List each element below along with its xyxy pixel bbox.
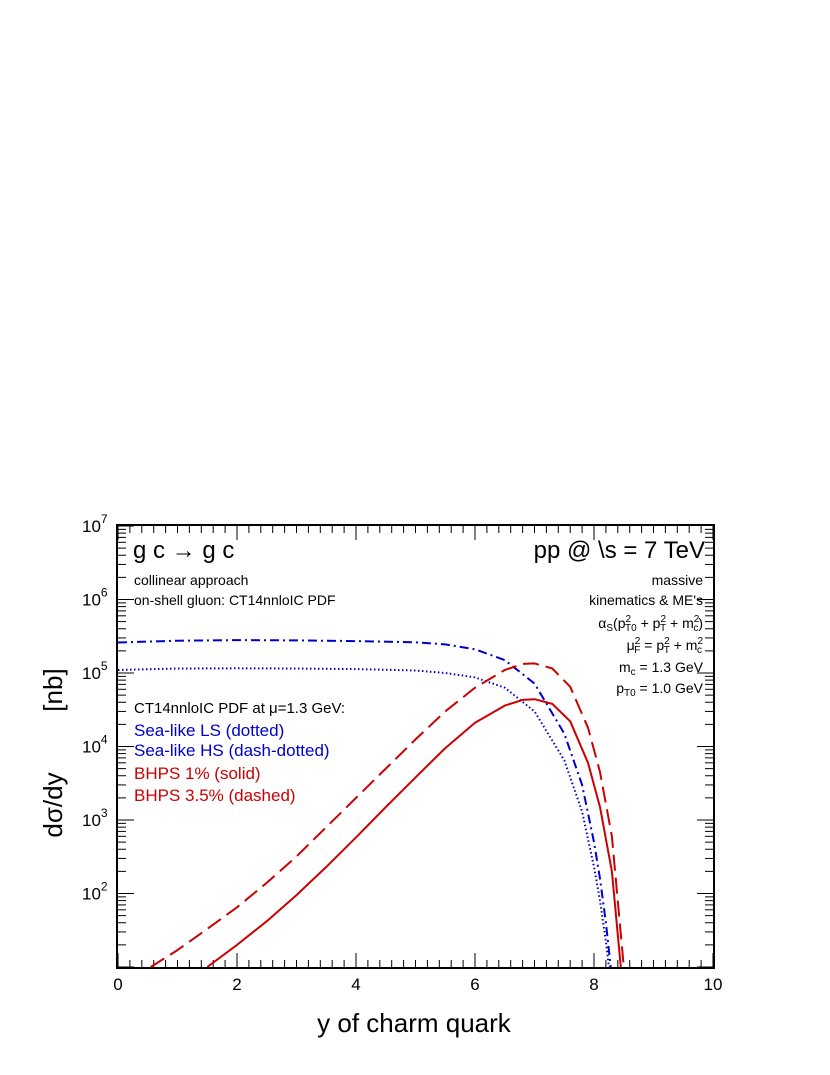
y-tick-labels: 102 103 104 105 106 107 (82, 512, 108, 904)
mu-f-label: μ2 F = p2 T + m2 c (627, 636, 704, 656)
legend-entry-sea-ls: Sea-like LS (dotted) (134, 721, 284, 740)
plot-frame (116, 524, 715, 969)
series-line-3 (150, 662, 625, 968)
alpha-s-label: αS(p2 T0 + p2 T + m2 c) (598, 614, 703, 634)
energy-label: pp @ \s = 7 TeV (534, 537, 705, 564)
series-line-0 (117, 667, 610, 968)
process-label: g c → g c (133, 537, 234, 564)
x-tick-label: 4 (351, 975, 360, 994)
x-axis-label: y of charm quark (317, 1008, 512, 1038)
pt0-label: pT0 = 1.0 GeV (616, 680, 703, 699)
kinematics-label: kinematics & ME's (589, 592, 703, 608)
legend-entry-bhps-35: BHPS 3.5% (dashed) (134, 786, 296, 805)
y-axis-label-quantity: dσ/dy (38, 772, 68, 837)
approach-label: collinear approach (134, 572, 248, 588)
x-tick-label: 10 (704, 975, 723, 994)
series-lines (117, 639, 625, 968)
y-tick-label: 105 (82, 659, 108, 683)
legend-entry-bhps-1: BHPS 1% (solid) (134, 764, 261, 783)
legend-header: CT14nnloIC PDF at μ=1.3 GeV: (134, 700, 345, 717)
y-tick-label: 104 (82, 733, 108, 757)
legend-entry-sea-hs: Sea-like HS (dash-dotted) (134, 741, 330, 760)
y-tick-label: 102 (82, 880, 108, 904)
x-tick-label: 2 (232, 975, 241, 994)
y-tick-label: 106 (82, 586, 108, 610)
series-line-2 (206, 698, 622, 968)
gluon-label: on-shell gluon: CT14nnloIC PDF (134, 592, 336, 608)
y-tick-label: 107 (82, 512, 108, 536)
y-tick-label: 103 (82, 806, 108, 830)
series-line-1 (117, 639, 612, 968)
x-tick-label: 0 (113, 975, 122, 994)
y-axis-label-unit: [nb] (38, 668, 68, 711)
mc-label: mc = 1.3 GeV (619, 659, 704, 678)
x-tick-label: 6 (470, 975, 479, 994)
massive-label: massive (652, 572, 704, 588)
axis-ticks (117, 525, 714, 968)
x-tick-labels: 0 2 4 6 8 10 (113, 975, 722, 994)
x-tick-label: 8 (589, 975, 598, 994)
